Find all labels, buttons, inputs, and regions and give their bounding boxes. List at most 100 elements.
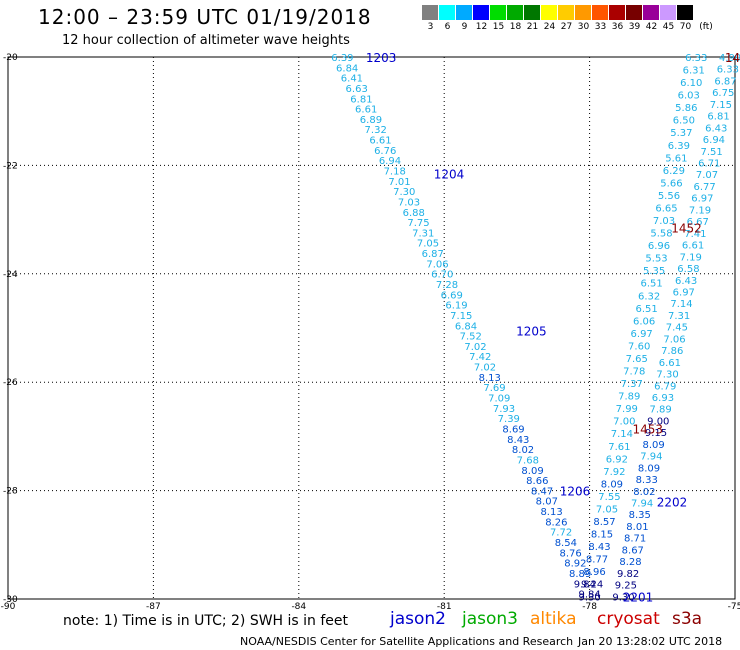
swh-value-label: 7.06 [663,334,685,345]
swh-value-label: 7.00 [613,417,635,428]
longitude-tick-label: -75 [728,602,740,612]
latitude-tick-label: -20 [3,53,18,63]
legend-label: 39 [628,22,641,32]
swh-value-label: 6.71 [698,159,720,170]
swh-value-label: 8.89 [569,569,591,580]
swh-value-label: 7.94 [631,499,653,510]
swh-value-label: 7.19 [689,205,711,216]
swh-value-label: 5.56 [658,191,680,202]
swh-value-label: 8.69 [502,424,524,435]
swh-value-label: 8.13 [540,507,562,518]
swh-value-label: 7.55 [598,492,620,503]
swh-value-label: 7.72 [550,528,572,539]
swh-value-label: 7.75 [407,218,429,229]
swh-value-label: 8.26 [545,517,567,528]
swh-value-label: 8.76 [559,548,581,559]
latitude-tick-label: -30 [3,595,18,605]
swh-value-label: 7.01 [388,177,410,188]
swh-value-label: 7.99 [616,404,638,415]
swh-value-label: 6.81 [707,112,729,123]
swh-value-label: 7.94 [640,452,662,463]
swh-value-label: 6.10 [680,78,702,89]
swh-value-label: 7.45 [666,323,688,334]
pass-time-label: 1203 [366,51,397,65]
swh-value-label: 7.65 [626,354,648,365]
legend-swatch [422,5,439,20]
swh-value-label: 7.32 [365,125,387,136]
swh-value-label: 8.01 [626,522,648,533]
latitude-tick-label: -28 [3,487,18,497]
swh-value-label: 8.02 [512,445,534,456]
legend-swatch [439,5,456,20]
swh-value-label: 6.97 [631,329,653,340]
swh-value-label: 6.43 [705,123,727,134]
sat-s3a-label: s3a [672,609,703,629]
longitude-tick-label: -84 [291,602,306,612]
swh-value-label: 9.30 [612,592,634,603]
swh-value-label: 7.78 [623,367,645,378]
swh-value-label: 7.60 [628,341,650,352]
legend-label: 33 [594,22,607,32]
swh-value-label: 9.15 [645,428,667,439]
swh-value-label: 7.18 [384,167,406,178]
swh-value-label: 8.54 [555,538,577,549]
swh-value-label: 8.09 [521,466,543,477]
sat-jason3-label: jason3 [462,609,518,629]
map-frame [7,56,736,600]
sat-cryosat-label: cryosat [597,609,660,629]
swh-value-label: 6.81 [350,94,372,105]
swh-value-label: 7.31 [668,311,690,322]
swh-value-label: 6.61 [659,358,681,369]
swh-value-label: 9.00 [647,416,669,427]
swh-value-label: 7.61 [608,442,630,453]
swh-value-label: 7.19 [680,252,702,263]
swh-value-label: 6.96 [648,241,670,252]
swh-value-label: 8.33 [636,475,658,486]
longitude-tick-label: -90 [1,602,16,612]
swh-value-label: 8.47 [531,486,553,497]
swh-value-label: 8.71 [624,534,646,545]
swh-value-label: 7.30 [393,187,415,198]
swh-value-label: 7.03 [398,197,420,208]
swh-value-label: 6.06 [633,316,655,327]
map-subtitle: 12 hour collection of altimeter wave hei… [62,33,350,48]
swh-value-label: 6.43 [675,276,697,287]
swh-value-label: 7.09 [488,394,510,405]
legend-label: 12 [475,22,488,32]
swh-legend-labels: 3 6 9 12 15 18 21 24 27 30 33 36 39 42 45 70 (ft) [422,22,740,34]
swh-value-label: 8.66 [526,476,548,487]
legend-swatch [507,5,524,20]
swh-value-label: 7.41 [684,229,706,240]
pass-time-label: 1453 [632,422,663,436]
swh-value-label: 6.79 [654,381,676,392]
swh-value-label: 6.75 [712,88,734,99]
swh-value-label: 9.24 [581,580,603,591]
latitude-tick-label: -26 [3,378,18,388]
swh-value-label: 8.07 [536,497,558,508]
swh-value-label: 8.09 [601,479,623,490]
swh-value-label: 7.42 [469,352,491,363]
legend-label: 18 [509,22,522,32]
swh-value-label: 6.92 [606,454,628,465]
latitude-tick-label: -24 [3,270,18,280]
swh-value-label: 6.33 [717,65,739,76]
pass-time-label: 2201 [623,590,654,604]
swh-value-label: 5.86 [675,103,697,114]
swh-value-label: 6.51 [640,279,662,290]
swh-value-label: 8.13 [479,373,501,384]
swh-value-label: 6.03 [678,91,700,102]
legend-label: 21 [526,22,539,32]
pass-time-label: 2202 [657,495,688,509]
swh-value-label: 8.09 [643,440,665,451]
swh-value-label: 8.15 [591,530,613,541]
swh-value-label: 9.25 [615,581,637,592]
legend-swatch [473,5,490,20]
swh-value-label: 6.97 [673,287,695,298]
legend-label: 42 [645,22,658,32]
legend-swatch [541,5,558,20]
pass-time-label: 14 [725,51,740,65]
legend-swatch [677,5,694,20]
swh-value-label: 7.68 [517,455,539,466]
legend-swatch [643,5,660,20]
